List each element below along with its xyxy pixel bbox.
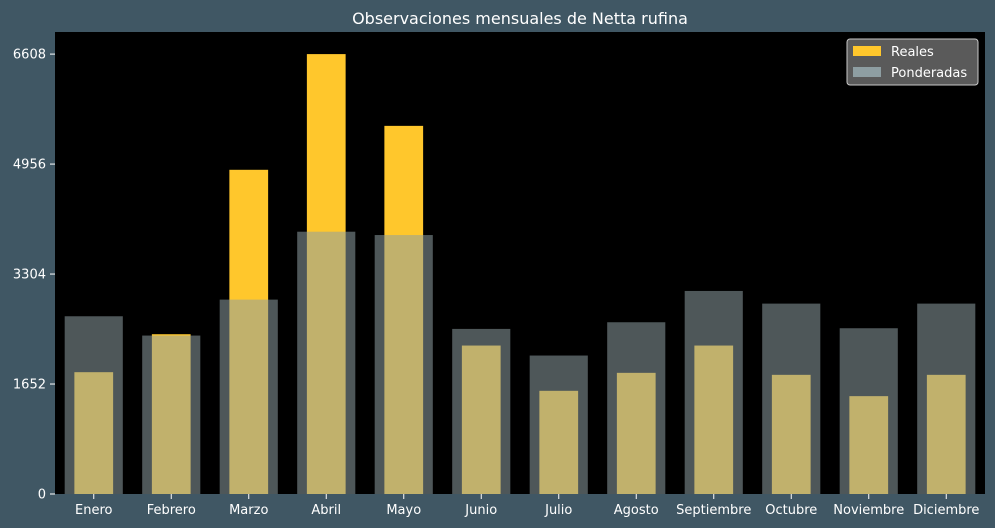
axes: 0 1652 3304 4956 6608 Enero Febrero Marzo Abril M… <box>13 48 980 518</box>
y-tick-label: 6608 <box>13 48 46 63</box>
bar-weighted-septiembre <box>684 290 743 494</box>
bar-weighted-mayo <box>374 235 433 494</box>
legend: Reales Ponderadas <box>846 38 979 86</box>
bar-weighted-febrero <box>142 335 201 494</box>
x-tick-label: Mayo <box>386 503 421 518</box>
bar-weighted-marzo <box>219 299 278 494</box>
chart-title: Observaciones mensuales de Netta rufina <box>352 9 688 28</box>
x-tick-label: Abril <box>311 503 341 518</box>
bar-weighted-julio <box>529 355 588 494</box>
legend-label-reales: Reales <box>891 45 934 60</box>
bar-weighted-enero <box>64 316 123 494</box>
x-tick-label: Enero <box>75 503 113 518</box>
x-tick-label: Noviembre <box>833 503 904 518</box>
x-tick-label: Junio <box>464 503 497 518</box>
bar-weighted-agosto <box>607 322 666 494</box>
legend-label-ponderadas: Ponderadas <box>891 66 967 81</box>
x-tick-label: Septiembre <box>676 503 751 518</box>
legend-swatch-ponderadas <box>853 67 881 77</box>
legend-swatch-reales <box>853 46 881 56</box>
bar-weighted-junio <box>452 328 511 494</box>
y-tick-label: 1652 <box>13 378 46 393</box>
bar-weighted-noviembre <box>839 328 898 494</box>
bar-weighted-octubre <box>762 303 821 494</box>
y-tick-label: 4956 <box>13 158 46 173</box>
plot-area <box>55 32 985 494</box>
x-tick-label: Octubre <box>765 503 817 518</box>
bar-weighted-abril <box>297 231 356 494</box>
x-tick-label: Julio <box>544 503 572 518</box>
y-tick-label: 3304 <box>13 268 46 283</box>
x-tick-label: Diciembre <box>913 503 979 518</box>
x-tick-label: Febrero <box>147 503 196 518</box>
weighted-bars <box>64 231 976 494</box>
x-tick-label: Marzo <box>229 503 268 518</box>
bar-weighted-diciembre <box>917 303 976 494</box>
x-tick-label: Agosto <box>614 503 659 518</box>
y-tick-label: 0 <box>38 488 46 503</box>
